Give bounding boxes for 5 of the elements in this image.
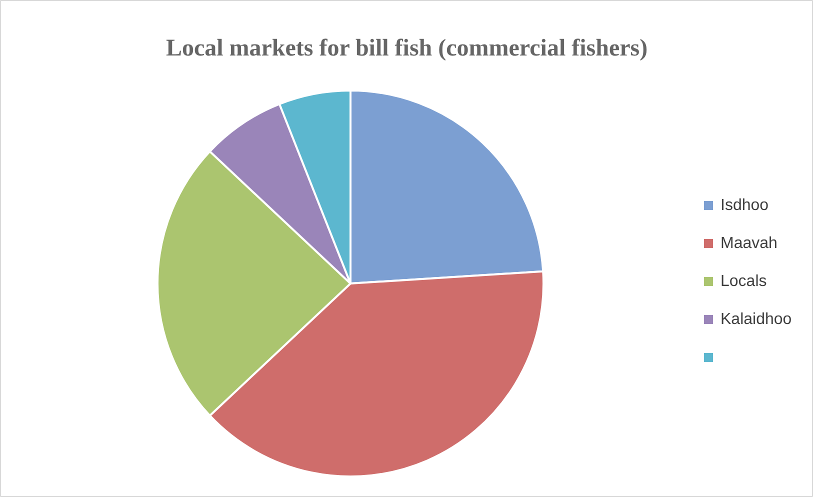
legend-label: Kalaidhoo — [720, 311, 792, 328]
chart-title: Local markets for bill fish (commercial fishers) — [166, 36, 648, 62]
legend-label: Maavah — [720, 235, 778, 252]
legend-label: Isdhoo — [720, 197, 769, 214]
legend-label: Locals — [720, 273, 767, 290]
